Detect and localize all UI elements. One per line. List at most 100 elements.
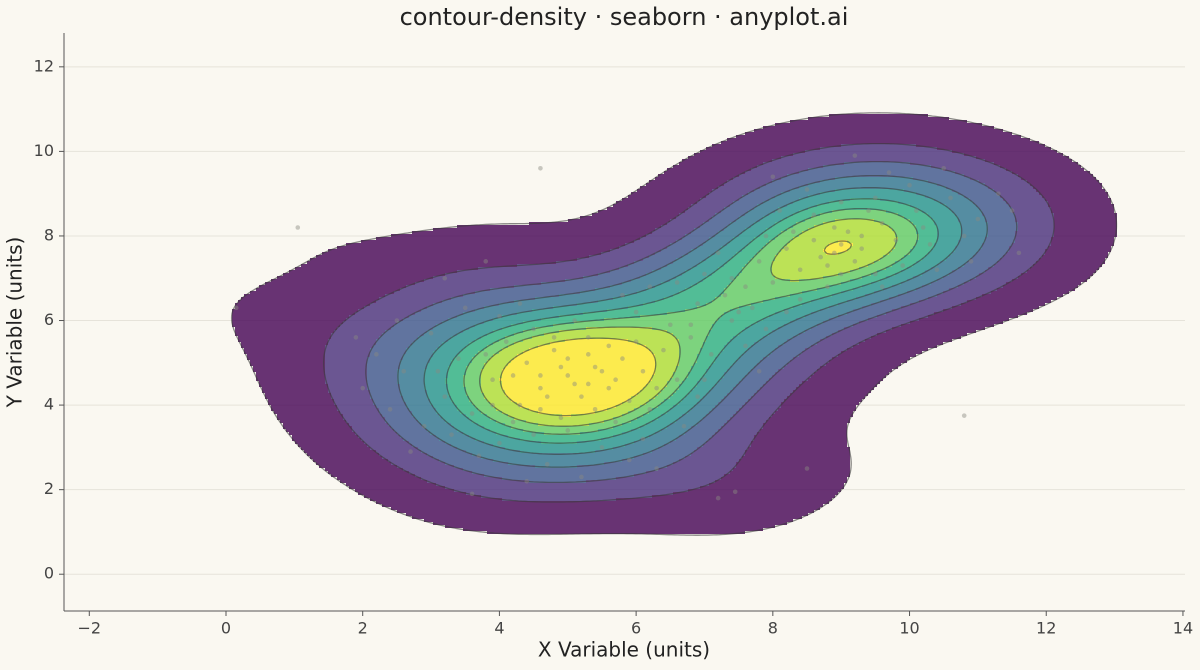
density-band: [622, 459, 679, 462]
data-point: [538, 166, 543, 171]
density-band: [481, 390, 505, 393]
density-band: [535, 327, 586, 330]
density-band: [865, 294, 898, 297]
density-band: [337, 405, 376, 408]
density-band: [400, 393, 427, 396]
density-band: [679, 363, 694, 366]
density-band: [337, 327, 391, 330]
density-band: [712, 387, 733, 390]
density-band: [463, 375, 481, 378]
density-band: [715, 384, 736, 387]
density-band: [730, 339, 760, 342]
density-band: [691, 426, 721, 429]
density-band: [514, 285, 610, 288]
density-band: [727, 243, 748, 246]
density-band: [247, 357, 325, 360]
density-band: [448, 375, 463, 378]
density-band: [259, 285, 406, 288]
density-band: [730, 390, 757, 393]
density-band: [742, 354, 769, 357]
density-band: [397, 432, 430, 435]
density-band: [487, 414, 508, 417]
data-point: [497, 440, 502, 446]
density-band: [778, 234, 799, 237]
density-band: [916, 243, 934, 246]
density-band: [496, 432, 544, 435]
data-point: [497, 313, 502, 319]
density-band: [805, 348, 847, 351]
density-band: [781, 177, 835, 180]
density-band: [760, 339, 787, 342]
density-band: [244, 294, 385, 297]
density-band: [457, 405, 475, 408]
density-band: [685, 456, 742, 459]
density-band: [493, 330, 523, 333]
density-band: [466, 372, 481, 375]
density-band: [673, 372, 688, 375]
density-band: [751, 441, 847, 444]
density-band: [466, 414, 487, 417]
density-band: [985, 183, 1030, 186]
density-band: [727, 225, 751, 228]
density-band: [739, 216, 763, 219]
density-band: [853, 345, 937, 348]
density-band: [706, 276, 736, 279]
density-band: [667, 264, 697, 267]
density-band: [466, 387, 481, 390]
density-band: [946, 258, 970, 261]
density-band: [934, 246, 955, 249]
density-band: [436, 408, 457, 411]
density-band: [691, 249, 718, 252]
data-point: [551, 335, 557, 340]
density-band: [631, 279, 670, 282]
density-band: [916, 240, 937, 243]
density-band: [667, 465, 736, 468]
density-band: [781, 192, 820, 195]
density-band: [469, 327, 502, 330]
density-band: [781, 219, 805, 222]
density-band: [508, 396, 631, 399]
density-band: [235, 306, 364, 309]
density-band: [238, 336, 331, 339]
density-band: [424, 384, 448, 387]
density-band: [676, 336, 706, 339]
density-band: [640, 405, 658, 408]
density-band: [739, 408, 778, 411]
data-point: [900, 263, 905, 268]
density-band: [496, 420, 526, 423]
density-band: [427, 453, 472, 456]
density-band: [664, 444, 703, 447]
density-band: [403, 396, 427, 399]
density-band: [748, 399, 784, 402]
data-point: [777, 208, 782, 213]
data-point: [756, 259, 762, 264]
density-band: [463, 330, 493, 333]
x-tick-label: 0: [221, 619, 231, 638]
density-band: [538, 345, 646, 348]
density-band: [895, 234, 919, 237]
density-band: [727, 369, 751, 372]
density-band: [688, 156, 781, 159]
density-band: [667, 411, 688, 414]
density-band: [679, 348, 700, 351]
y-axis-label: Y Variable (units): [3, 237, 27, 409]
density-band: [250, 291, 394, 294]
density-band: [283, 423, 349, 426]
density-band: [382, 456, 433, 459]
density-band: [1054, 222, 1117, 225]
density-band: [826, 336, 871, 339]
density-band: [769, 333, 799, 336]
density-band: [697, 264, 724, 267]
density-band: [937, 294, 982, 297]
density-band: [769, 213, 793, 216]
density-band: [808, 168, 943, 171]
density-band: [265, 393, 331, 396]
density-band: [598, 210, 685, 213]
density-band: [1018, 228, 1054, 231]
density-band: [733, 387, 760, 390]
density-band: [988, 225, 1018, 228]
density-band: [328, 342, 376, 345]
density-band: [430, 399, 451, 402]
density-band: [700, 420, 727, 423]
data-point: [510, 373, 516, 378]
